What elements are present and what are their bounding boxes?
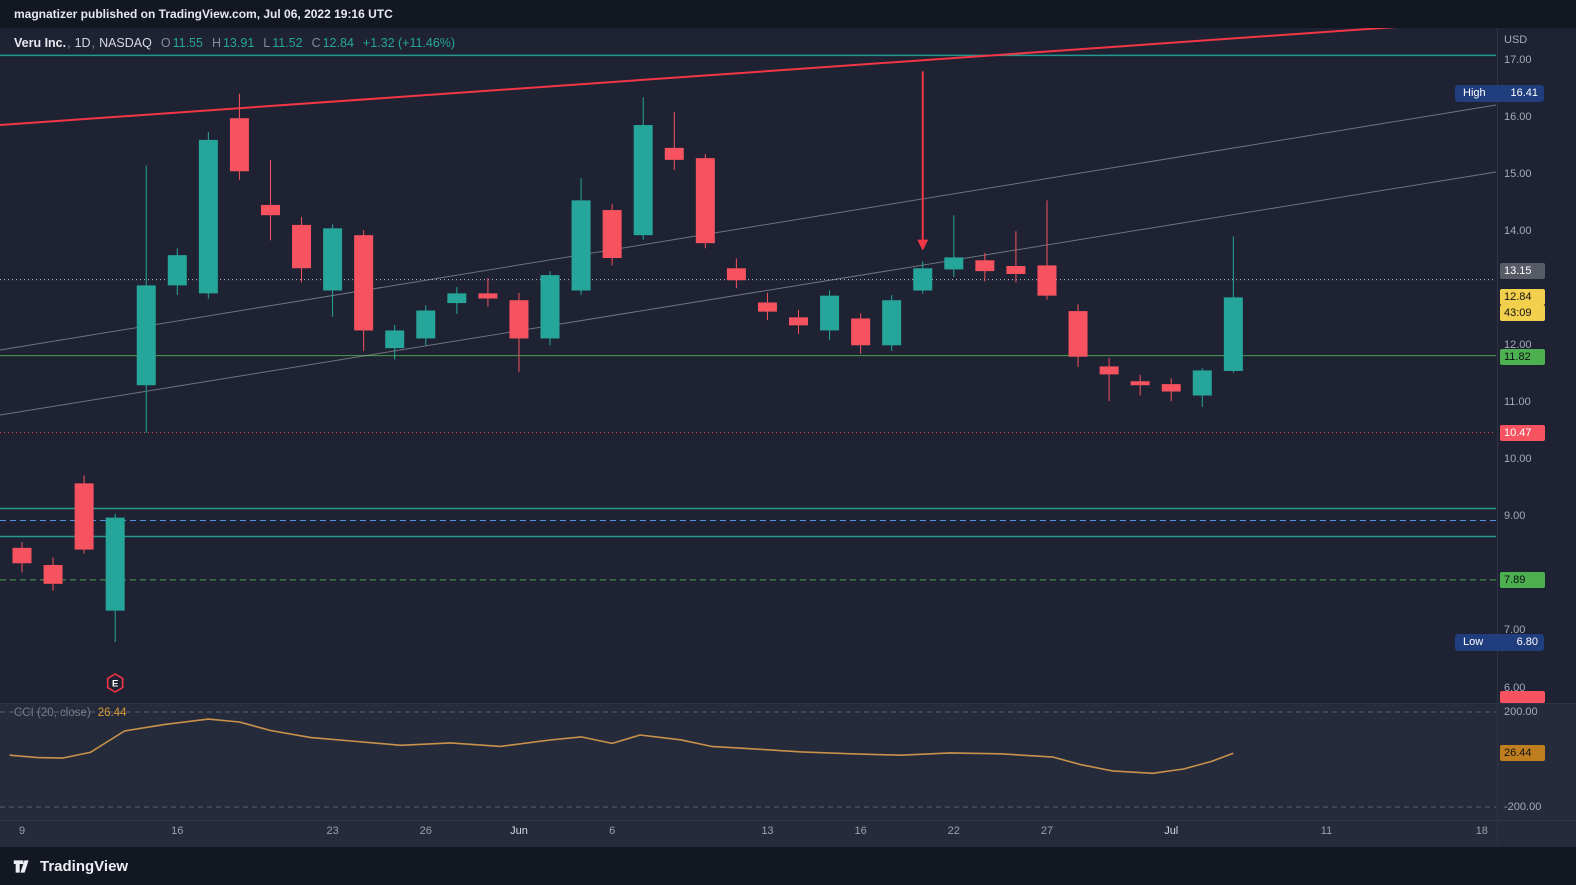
exchange-label: NASDAQ	[99, 36, 152, 50]
indicator-pane[interactable]	[0, 703, 1576, 847]
bottom-bar: TradingView	[0, 847, 1576, 885]
candle-32	[1006, 231, 1026, 283]
cci-line	[9, 718, 1234, 775]
candle-16	[509, 292, 529, 373]
candle-21	[664, 111, 684, 171]
ohlc-open: O 11.55	[160, 36, 203, 50]
price-pane-drawings: E	[0, 28, 1497, 693]
channel-lower[interactable]	[0, 171, 1497, 416]
candle-15	[478, 277, 498, 307]
timeframe-label[interactable]: 1D	[74, 36, 91, 50]
candle-7	[229, 93, 249, 180]
candle-34	[1068, 304, 1088, 367]
attribution-bar: magnatizer published on TradingView.com,…	[0, 0, 1576, 28]
candle-19	[602, 203, 622, 266]
ohlc-low: L 11.52	[263, 36, 303, 50]
candle-14	[447, 287, 467, 314]
candle-27	[851, 313, 871, 354]
chart-canvas[interactable]: E	[0, 28, 1576, 847]
time-axis-separator	[0, 820, 1576, 821]
indicator-value: 26.44	[97, 707, 127, 719]
tradingview-wordmark[interactable]: TradingView	[40, 857, 129, 875]
candle-22	[695, 154, 715, 249]
candle-30	[944, 215, 964, 277]
candle-6	[198, 131, 218, 299]
channel-upper[interactable]	[0, 104, 1497, 351]
legend-separator: ,	[91, 36, 96, 50]
candle-28	[882, 295, 902, 352]
price-pane[interactable]	[0, 28, 1576, 703]
candle-11	[354, 230, 374, 352]
candle-37	[1161, 378, 1181, 402]
red-trendline[interactable]	[0, 28, 1496, 126]
candle-4	[136, 165, 156, 433]
pane-separator[interactable]	[0, 703, 1576, 704]
time-axis[interactable]	[0, 820, 1497, 847]
candle-10	[323, 224, 343, 317]
candle-29	[913, 261, 933, 294]
candle-3	[105, 513, 125, 643]
candle-33	[1037, 200, 1057, 300]
candle-23	[726, 258, 746, 289]
candle-12	[385, 324, 405, 360]
candle-5	[167, 248, 187, 296]
candle-0	[12, 542, 32, 573]
svg-text:E: E	[112, 679, 118, 690]
candle-26	[820, 290, 840, 341]
change-value: +1.32 (+11.46%)	[362, 36, 456, 50]
candle-31	[975, 252, 995, 282]
candle-17	[540, 271, 560, 346]
candle-39	[1223, 236, 1243, 373]
candle-20	[633, 97, 653, 240]
candle-38	[1192, 368, 1212, 407]
earnings-icon[interactable]: E	[106, 673, 124, 693]
candle-35	[1099, 357, 1119, 402]
candle-24	[757, 292, 777, 321]
candle-1	[43, 557, 63, 591]
candle-25	[789, 309, 808, 334]
down-arrow-annotation[interactable]	[917, 71, 929, 251]
indicator-title[interactable]: CCI (20, close)	[14, 707, 91, 719]
candle-8	[260, 159, 280, 241]
symbol-name[interactable]: Veru Inc.	[14, 36, 67, 50]
attribution-text: magnatizer published on TradingView.com,…	[14, 7, 393, 21]
price-axis[interactable]	[1497, 28, 1576, 820]
indicator-drawings	[0, 711, 1496, 808]
tradingview-logo-icon[interactable]	[12, 856, 33, 877]
legend-separator: ,	[67, 36, 71, 50]
candle-9	[292, 216, 312, 283]
candle-13	[416, 305, 436, 346]
ohlc-high: H 13.91	[211, 36, 255, 50]
price-axis-separator	[1497, 28, 1498, 847]
candle-36	[1130, 374, 1150, 396]
candle-2	[74, 475, 94, 554]
ohlc-close: C 12.84	[311, 36, 354, 50]
candle-18	[571, 178, 591, 296]
indicator-legend[interactable]: CCI (20, close) 26.44	[14, 706, 126, 720]
